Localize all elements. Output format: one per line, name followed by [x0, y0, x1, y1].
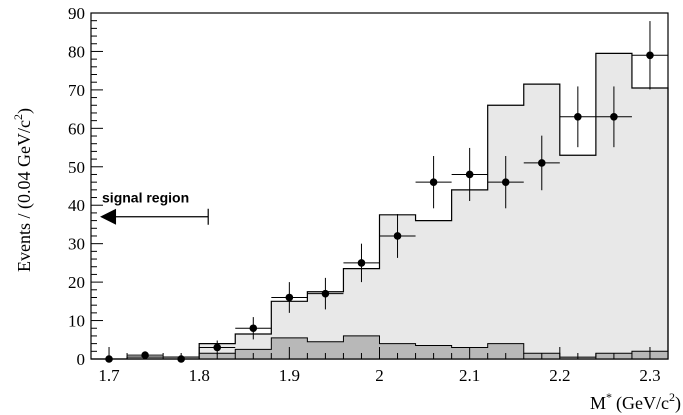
- y-tick-label: 30: [68, 235, 85, 254]
- y-tick-label: 80: [68, 42, 85, 61]
- data-point-marker: [429, 178, 438, 186]
- data-point: [379, 214, 416, 258]
- data-points: [91, 21, 668, 363]
- data-point-marker: [249, 324, 258, 333]
- data-point: [415, 156, 452, 209]
- data-point-marker: [465, 170, 474, 179]
- y-axis-title: Events / (0.04 GeV/c2): [11, 108, 35, 272]
- data-point: [307, 277, 344, 310]
- data-point-marker: [610, 113, 618, 121]
- x-axis-title: M* (GeV/c2): [590, 390, 681, 414]
- data-point: [271, 282, 308, 313]
- data-point: [451, 147, 488, 201]
- x-tick-label: 2.2: [549, 366, 570, 385]
- y-tick-label: 50: [68, 158, 85, 177]
- axes: [90, 12, 669, 360]
- data-point-marker: [393, 232, 402, 240]
- y-tick-label: 10: [68, 312, 85, 331]
- y-tick-label: 60: [68, 119, 85, 138]
- data-point: [559, 86, 596, 148]
- signal-region-label: signal region: [102, 190, 189, 206]
- signal-region-arrowhead: [100, 208, 117, 225]
- y-tick-label: 0: [77, 350, 86, 369]
- y-tick-label: 90: [68, 4, 85, 23]
- data-point-marker: [357, 259, 366, 267]
- data-point: [343, 243, 380, 283]
- y-tick-label: 20: [68, 273, 85, 292]
- x-tick-label: 2: [375, 366, 384, 385]
- y-tick-label: 40: [68, 196, 85, 215]
- data-point-marker: [646, 51, 654, 60]
- data-point-marker: [285, 293, 294, 302]
- data-point-marker: [501, 178, 510, 186]
- signal-region-annotation: signal region: [100, 190, 209, 225]
- data-point: [523, 135, 560, 191]
- tick-labels: 1.7 1.8 1.9 2 2.1 2.2 2.3 0 10 20 30 40 50 60 70 80 90: [68, 4, 661, 385]
- x-tick-label: 2.3: [639, 366, 660, 385]
- data-point: [199, 340, 236, 355]
- x-tick-label: 2.1: [459, 366, 480, 385]
- total-histogram-shape: [91, 52, 669, 360]
- total-histogram: [91, 52, 669, 360]
- data-point-marker: [321, 289, 330, 298]
- y-tick-label: 70: [68, 81, 85, 100]
- data-point-marker: [537, 159, 546, 167]
- data-point: [487, 156, 524, 209]
- data-point-marker: [213, 343, 222, 352]
- data-point: [235, 317, 272, 340]
- data-point-marker: [574, 113, 582, 121]
- x-tick-label: 1.8: [189, 366, 210, 385]
- x-tick-label: 1.7: [98, 366, 120, 385]
- data-point: [631, 21, 668, 90]
- data-point: [595, 86, 632, 148]
- x-tick-label: 1.9: [279, 366, 300, 385]
